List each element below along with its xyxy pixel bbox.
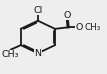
Text: N: N [34,49,41,58]
Text: CH₃: CH₃ [1,50,19,59]
Text: CH₃: CH₃ [85,23,101,32]
Text: O: O [75,23,82,32]
Text: Cl: Cl [33,6,42,15]
Text: O: O [64,11,71,20]
